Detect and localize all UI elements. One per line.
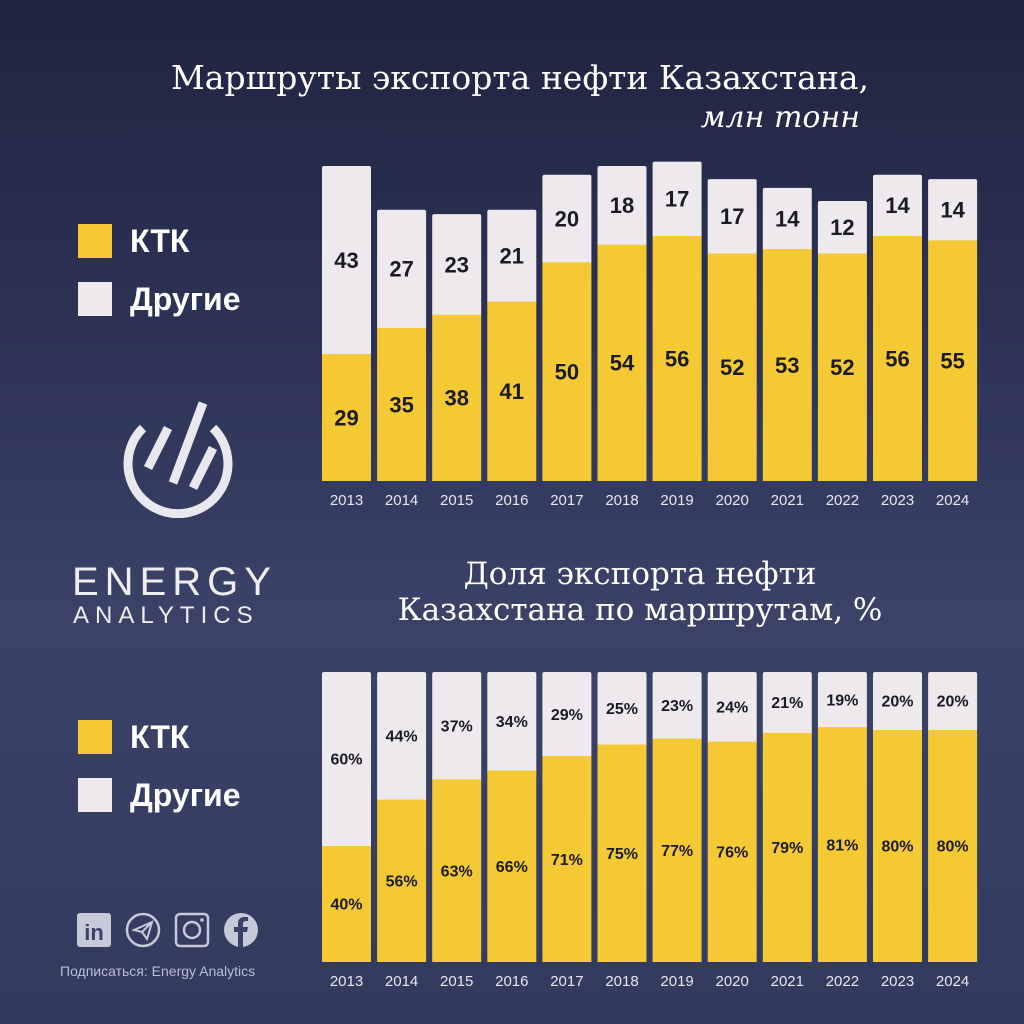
bar-other [707,179,757,256]
legend-swatch [78,224,112,258]
data-label-ktk: 52 [720,355,744,380]
data-label-other: 17 [720,204,744,229]
data-label-other: 18 [610,193,634,218]
bar-other [432,214,482,317]
bar-other [928,179,978,243]
x-tick-label: 2013 [330,492,363,509]
x-tick-label: 2017 [550,492,583,509]
bar-other [597,166,647,247]
brand-line2: ANALYTICS [73,602,259,629]
bar-ktk [762,249,812,481]
data-label-ktk: 52 [830,355,854,380]
legend-swatch [78,720,112,754]
data-label-other: 23 [444,252,468,277]
data-label-ktk: 35 [389,392,413,417]
bar-other [817,201,867,256]
chart2-legend: КТК Другие [78,708,241,824]
bar-ktk [487,301,537,481]
bar-ktk [873,236,922,481]
bar-other [322,166,371,357]
data-label-other: 17 [665,187,689,212]
chart1-title: Маршруты экспорта нефти Казахстана, [171,58,869,97]
bar-other [873,174,922,238]
legend-item-other: Другие [78,766,241,824]
data-label-other: 21 [500,244,524,269]
telegram-icon[interactable] [125,912,161,948]
bar-other [542,174,592,265]
x-tick-label: 2022 [826,492,859,509]
social-icons: in [76,912,259,948]
x-tick-label: 2016 [495,492,528,509]
x-tick-label: 2019 [660,492,693,509]
bar-ktk [928,240,978,481]
x-tick-label: 2014 [385,492,418,509]
instagram-icon[interactable] [174,912,210,948]
x-tick-label: 2024 [936,492,969,509]
data-label-other: 14 [885,193,910,218]
x-tick-label: 2023 [881,492,914,509]
data-label-ktk: 41 [500,379,524,404]
legend-label: Другие [130,776,241,813]
x-tick-label: 2020 [716,492,749,509]
bar-ktk [652,236,702,481]
data-label-other: 20 [555,206,579,231]
bar-other [487,209,537,304]
data-label-other: 43 [334,248,358,273]
bar-ktk [432,314,482,481]
energy-analytics-logo-icon [123,401,233,519]
data-label-ktk: 38 [444,386,468,411]
x-tick-label: 2015 [440,492,473,509]
data-label-other: 27 [389,257,413,282]
data-label-ktk: 54 [610,351,635,376]
svg-text:in: in [84,920,104,945]
legend-label: Другие [130,280,241,317]
logo [118,398,238,523]
legend-item-ktk: КТК [78,708,241,766]
legend-label: КТК [130,222,190,259]
linkedin-icon[interactable]: in [76,912,112,948]
x-tick-label: 2018 [605,492,638,509]
chart1-subtitle: млн тонн [700,100,860,135]
chart2-title: Доля экспорта нефти Казахстана по маршру… [397,556,883,628]
x-tick-label: 2021 [771,492,804,509]
data-label-ktk: 53 [775,353,799,378]
legend-item-other: Другие [78,270,241,328]
data-label-other: 14 [940,198,965,223]
bar-ktk [377,327,427,481]
data-label-ktk: 56 [665,346,689,371]
legend-item-ktk: КТК [78,212,241,270]
data-label-ktk: 55 [940,349,964,374]
legend-swatch [78,778,112,812]
data-label-ktk: 29 [334,405,358,430]
brand-line1: ENERGY [72,560,277,604]
bar-ktk [817,253,867,481]
bar-ktk [597,244,647,481]
legend-label: КТК [130,718,190,755]
data-label-ktk: 50 [555,359,579,384]
bar-ktk [542,262,592,481]
subscribe-text: Подписаться: Energy Analytics [60,963,256,979]
data-label-ktk: 56 [885,346,909,371]
bar-other [377,209,427,330]
data-label-other: 12 [830,215,854,240]
bar-ktk [707,253,757,481]
bar-ktk [322,354,371,481]
facebook-icon[interactable] [223,912,259,948]
data-label-other: 14 [775,206,800,231]
chart1-legend: КТК Другие [78,212,241,328]
bar-other [652,161,702,238]
bar-other [762,187,812,252]
legend-swatch [78,282,112,316]
